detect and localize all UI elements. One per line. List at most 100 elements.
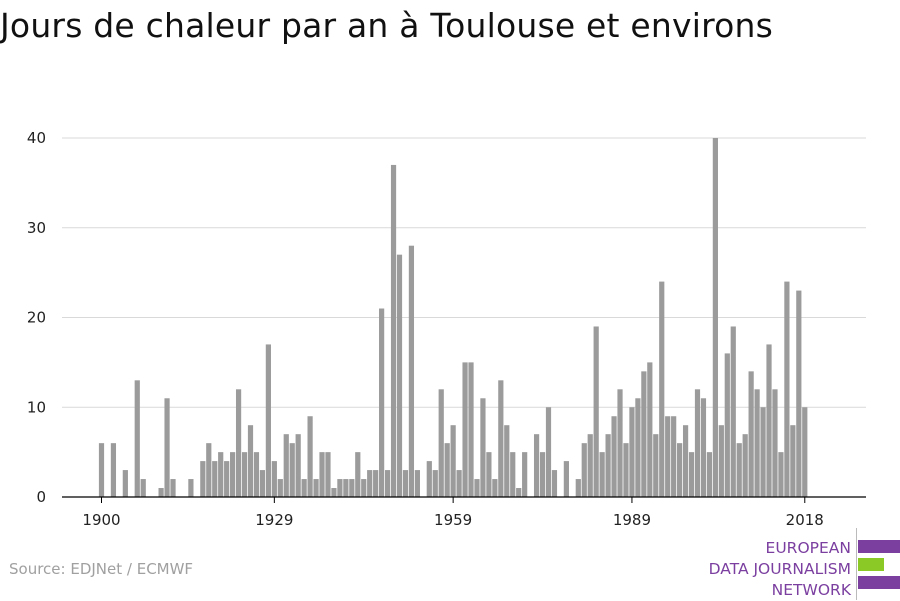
bar-1904 — [122, 470, 128, 497]
bar-1984 — [599, 452, 605, 498]
bar-1956 — [432, 470, 438, 497]
bar-1987 — [617, 389, 623, 497]
bar-1971 — [522, 452, 528, 498]
bar-1906 — [134, 380, 140, 497]
logo-line-2: DATA JOURNALISM — [708, 560, 851, 578]
bar-1942 — [349, 479, 355, 497]
bar-1918 — [206, 443, 212, 497]
bar-1967 — [498, 380, 504, 497]
bar-1937 — [319, 452, 325, 498]
bar-1911 — [164, 398, 170, 497]
logo-divider — [856, 528, 857, 600]
bar-2002 — [706, 452, 713, 498]
bar-1985 — [605, 434, 611, 497]
bar-2001 — [700, 398, 707, 497]
bar-2014 — [778, 452, 784, 498]
x-tick-label: 1900 — [82, 511, 120, 529]
y-tick-label: 30 — [27, 219, 46, 237]
bar-1944 — [361, 479, 367, 497]
bar-1997 — [677, 443, 683, 497]
source-note: Source: EDJNet / ECMWF — [9, 560, 194, 578]
bar-1962 — [468, 362, 474, 498]
y-tick-label: 10 — [27, 398, 46, 416]
bar-1900 — [98, 443, 105, 497]
bar-1928 — [265, 344, 271, 497]
bar-1983 — [593, 326, 599, 497]
bar-1970 — [516, 488, 522, 497]
bar-2013 — [772, 389, 778, 497]
bar-2000 — [694, 389, 701, 497]
bar-1919 — [212, 461, 218, 497]
bar-1963 — [474, 479, 480, 497]
bar-1953 — [414, 470, 420, 497]
bar-1992 — [647, 362, 653, 498]
bar-2017 — [796, 290, 802, 497]
bar-1982 — [587, 434, 593, 497]
bar-1945 — [367, 470, 373, 497]
bar-1920 — [218, 452, 224, 498]
bars — [98, 138, 808, 498]
bar-1975 — [545, 407, 552, 497]
bar-1988 — [623, 443, 629, 497]
bar-2012 — [766, 344, 772, 497]
bar-1980 — [575, 479, 581, 497]
logo-bar-purple-bottom — [858, 576, 900, 589]
bar-1907 — [140, 479, 146, 497]
tick-labels: 0 10 20 30 40 1900 1929 1959 1989 2018 — [27, 129, 824, 529]
bar-1935 — [307, 416, 313, 497]
bar-2005 — [724, 353, 730, 497]
bar-1931 — [283, 434, 289, 497]
bar-2008 — [742, 434, 748, 497]
bar-1998 — [682, 425, 689, 497]
bar-1925 — [247, 425, 254, 497]
axes — [62, 496, 866, 503]
bar-1930 — [277, 479, 283, 497]
bar-1951 — [402, 470, 409, 497]
bar-1960 — [456, 470, 462, 497]
bar-1958 — [444, 443, 450, 497]
x-tick-label: 1989 — [613, 511, 651, 529]
bar-1995 — [665, 416, 671, 497]
bar-1943 — [355, 452, 361, 498]
bar-2011 — [760, 407, 766, 497]
logo-line-3: NETWORK — [771, 581, 851, 599]
bar-2004 — [718, 425, 724, 497]
bar-2015 — [784, 281, 790, 497]
bar-1921 — [224, 461, 230, 497]
bar-1923 — [235, 389, 242, 497]
bar-1957 — [438, 389, 444, 497]
bar-1974 — [539, 452, 546, 498]
bar-1986 — [611, 416, 617, 497]
chart-title: Jours de chaleur par an à Toulouse et en… — [0, 6, 774, 45]
bar-1968 — [504, 425, 510, 497]
bar-1947 — [379, 308, 385, 497]
logo-bar-purple-top — [858, 540, 900, 553]
bar-1959 — [450, 425, 456, 497]
x-tick-label: 1929 — [255, 511, 293, 529]
logo-line-1: EUROPEAN — [765, 539, 851, 557]
bar-1940 — [337, 479, 343, 497]
bar-2006 — [730, 326, 736, 497]
bar-1978 — [563, 461, 569, 497]
y-tick-label: 40 — [27, 129, 46, 147]
bar-1969 — [510, 452, 516, 498]
bar-1933 — [295, 434, 301, 497]
edjnet-logo: EUROPEAN DATA JOURNALISM NETWORK — [640, 528, 900, 600]
bar-1948 — [384, 470, 391, 497]
bar-1929 — [271, 461, 277, 497]
bar-1993 — [653, 434, 659, 497]
y-tick-label: 0 — [36, 488, 46, 506]
bar-1941 — [343, 479, 349, 497]
y-tick-label: 20 — [27, 309, 46, 327]
bar-1926 — [253, 452, 260, 498]
bar-1973 — [533, 434, 540, 497]
bar-1936 — [313, 479, 319, 497]
bar-1991 — [641, 371, 647, 497]
bar-1917 — [200, 461, 206, 497]
bar-1902 — [110, 443, 117, 497]
bar-1989 — [629, 407, 635, 497]
bar-2016 — [790, 425, 796, 497]
bar-1934 — [301, 479, 307, 497]
bar-1915 — [188, 479, 194, 497]
